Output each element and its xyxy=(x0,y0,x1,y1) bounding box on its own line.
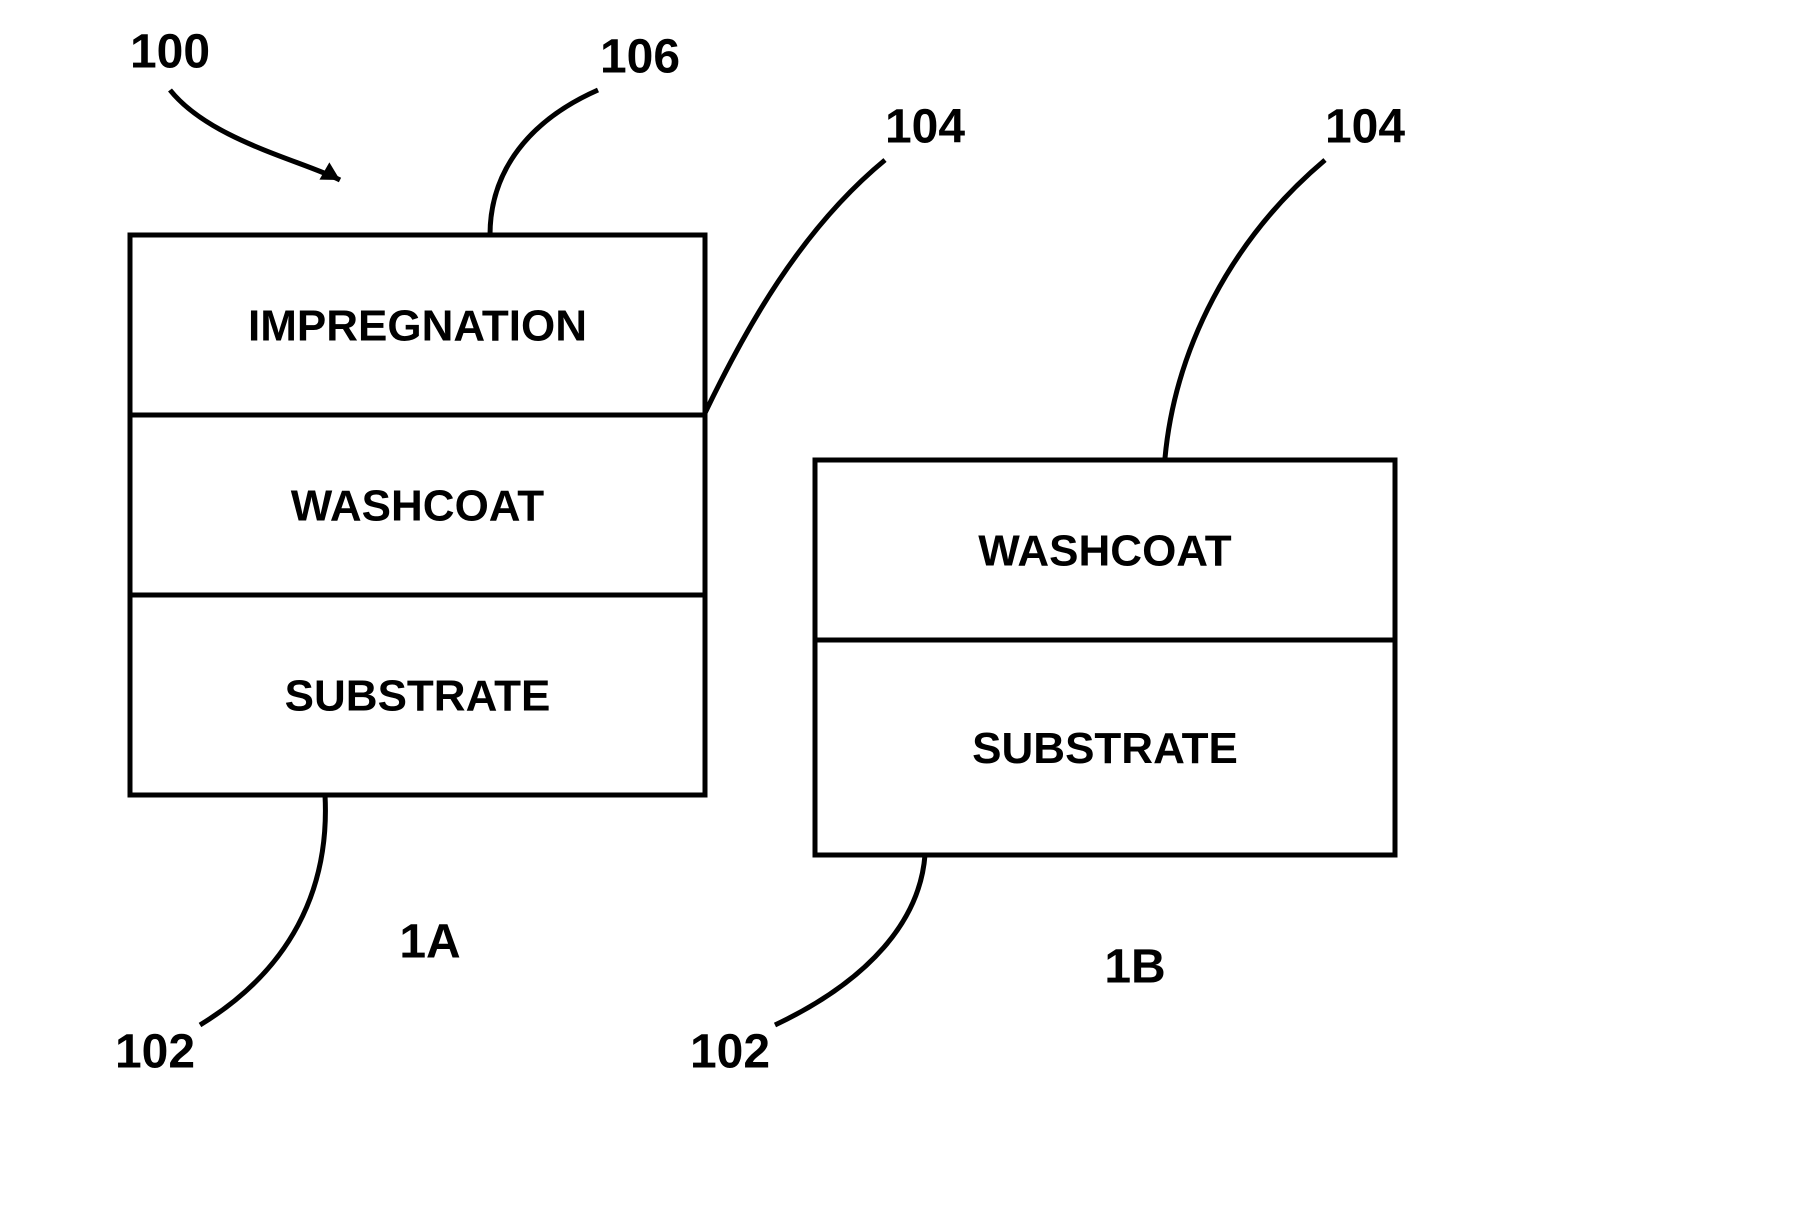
ref-r104_B-leader xyxy=(1165,160,1325,458)
layer-A-impregnation-label: IMPREGNATION xyxy=(248,302,587,351)
ref-r106-leader xyxy=(490,90,598,235)
ref-r102_B-leader xyxy=(775,855,925,1025)
ref-r104_A: 104 xyxy=(705,101,965,413)
ref-r104_A-leader xyxy=(705,160,885,413)
layer-B-washcoat: WASHCOAT xyxy=(815,460,1395,640)
ref-r100-leader xyxy=(170,90,340,180)
ref-r106-label: 106 xyxy=(600,31,680,84)
layer-A-substrate: SUBSTRATE xyxy=(130,595,705,795)
ref-r102_B-label: 102 xyxy=(690,1026,770,1079)
layer-A-washcoat: WASHCOAT xyxy=(130,415,705,595)
ref-r102_A-leader xyxy=(200,795,325,1025)
ref-r102_A-label: 102 xyxy=(115,1026,195,1079)
layer-A-substrate-label: SUBSTRATE xyxy=(285,672,551,721)
layer-A-washcoat-label: WASHCOAT xyxy=(291,482,545,531)
figure-B: WASHCOAT SUBSTRATE 1B xyxy=(815,460,1395,994)
layer-B-substrate: SUBSTRATE xyxy=(815,640,1395,855)
ref-r102_B: 102 xyxy=(690,855,925,1079)
ref-r104_B-label: 104 xyxy=(1325,101,1405,154)
ref-r104_B: 104 xyxy=(1165,101,1405,458)
ref-r104_A-label: 104 xyxy=(885,101,965,154)
figure-A: IMPREGNATION WASHCOAT SUBSTRATE 1A xyxy=(130,235,705,969)
layer-B-substrate-label: SUBSTRATE xyxy=(972,724,1238,773)
ref-r100-label: 100 xyxy=(130,26,210,79)
layer-A-impregnation: IMPREGNATION xyxy=(130,235,705,415)
ref-r100: 100 xyxy=(130,26,340,180)
figure-A-label: 1A xyxy=(399,916,460,969)
ref-r106: 106 xyxy=(490,31,680,235)
figure-B-label: 1B xyxy=(1104,941,1165,994)
layer-B-washcoat-label: WASHCOAT xyxy=(978,527,1232,576)
ref-r102_A: 102 xyxy=(115,795,325,1079)
